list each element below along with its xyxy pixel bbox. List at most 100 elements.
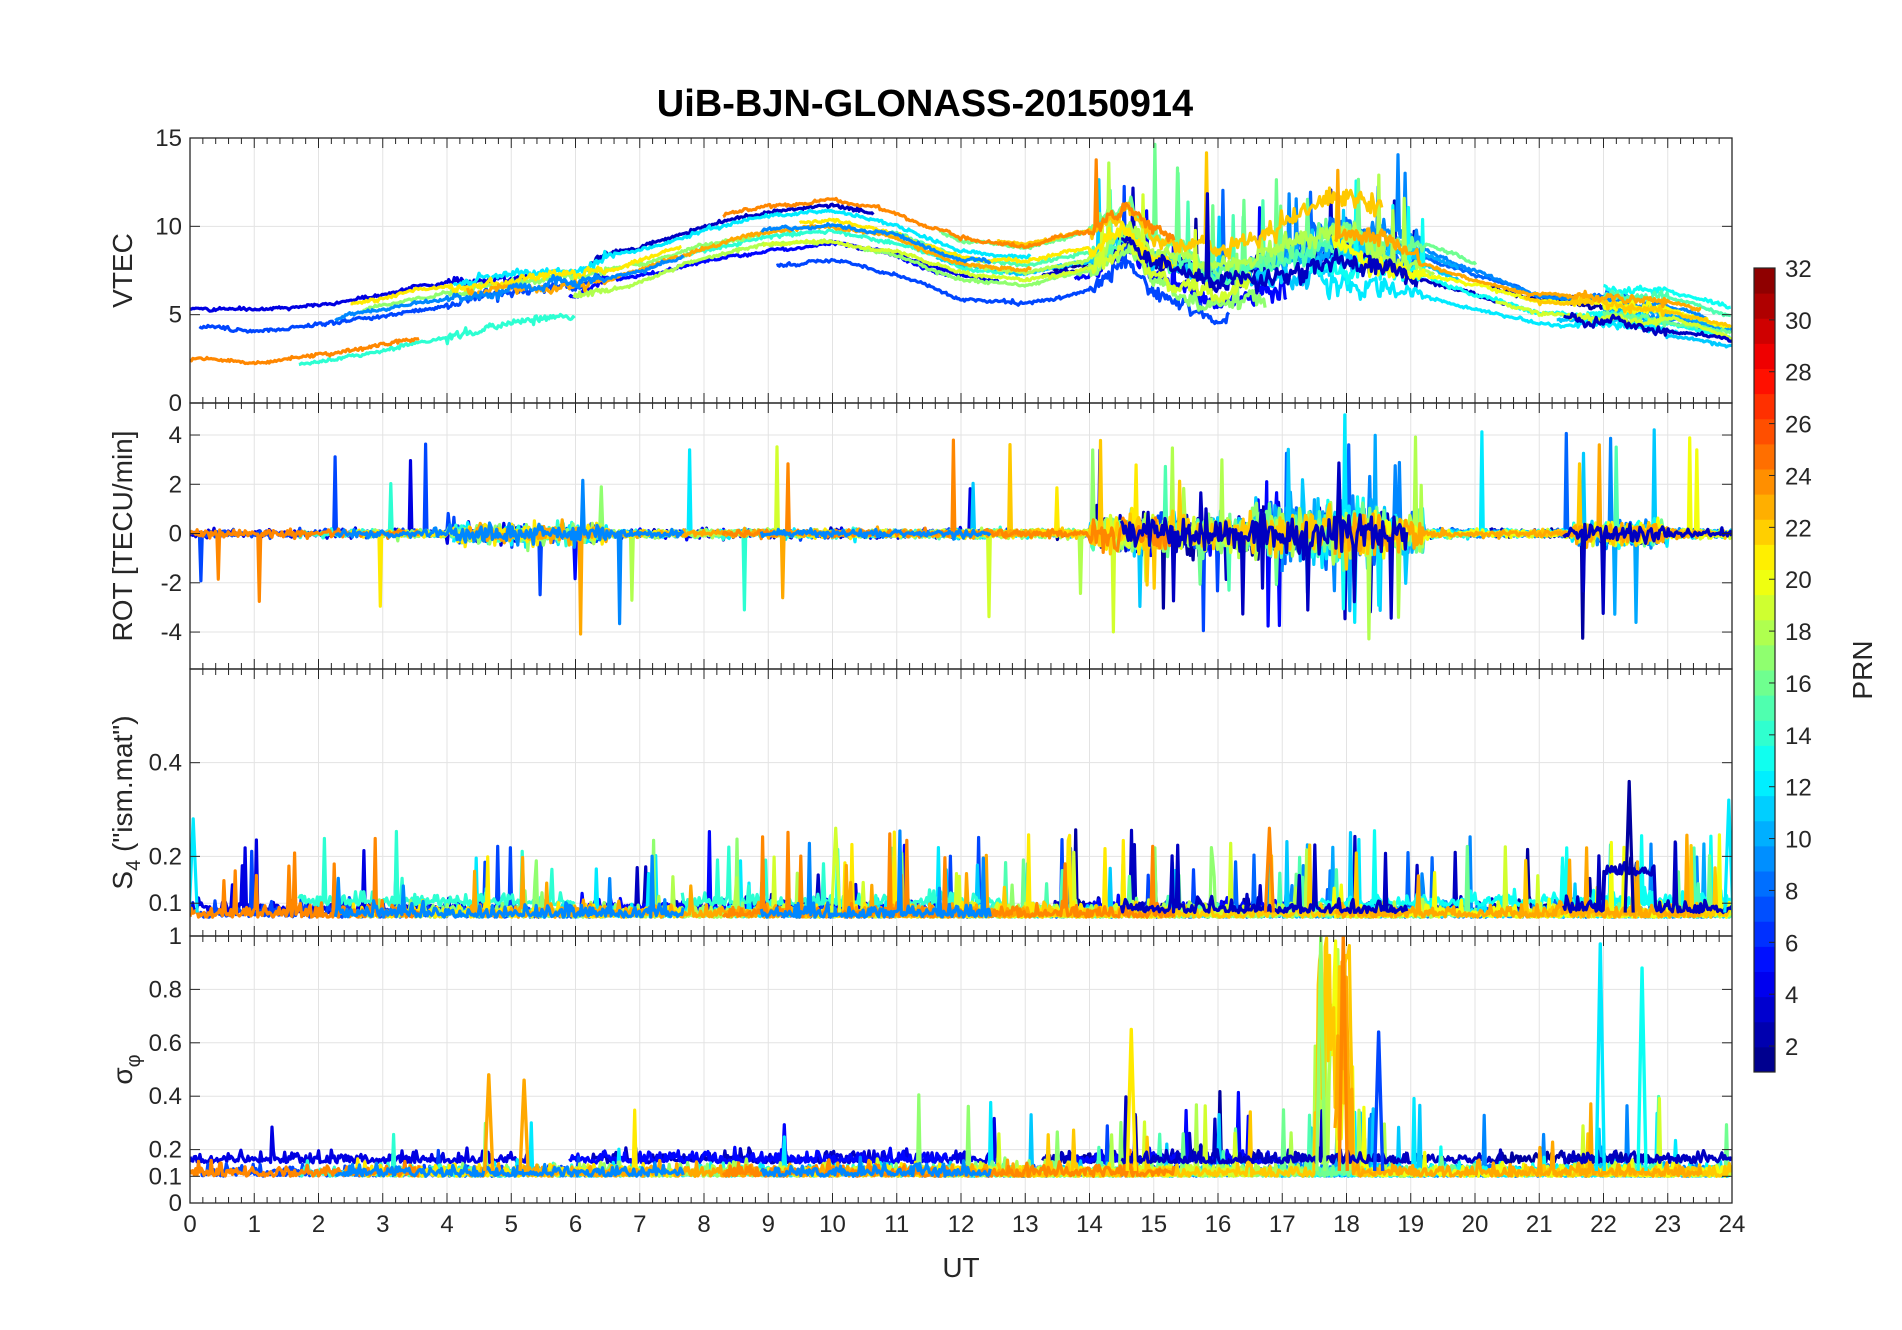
xtick-label: 3 bbox=[376, 1211, 389, 1238]
sigma_phi-ylabel: σφ bbox=[107, 1054, 145, 1084]
rot-ytick-label: -4 bbox=[161, 619, 182, 646]
colorbar-tick-label: 14 bbox=[1785, 723, 1812, 750]
rot-ylabel: ROT [TECU/min] bbox=[107, 430, 138, 641]
colorbar-swatch bbox=[1754, 418, 1775, 445]
vtec-series-36 bbox=[350, 244, 682, 306]
sigma_phi-ytick-label: 0 bbox=[169, 1190, 182, 1217]
vtec-ylabel: VTEC bbox=[107, 233, 138, 308]
xtick-label: 24 bbox=[1719, 1211, 1746, 1238]
colorbar-swatch bbox=[1754, 569, 1775, 596]
s4-series-41 bbox=[1334, 833, 1703, 919]
colorbar-swatch bbox=[1754, 695, 1775, 721]
vtec-series-46 bbox=[334, 254, 685, 322]
vtec-series-41 bbox=[1333, 168, 1702, 313]
colorbar-swatch bbox=[1754, 393, 1775, 420]
s4-spike-3 bbox=[1263, 826, 1275, 913]
colorbar-swatch bbox=[1754, 1021, 1775, 1048]
xtick-label: 19 bbox=[1397, 1211, 1424, 1238]
sigma_phi-series-45 bbox=[1562, 1148, 1732, 1165]
rot-series-45 bbox=[1562, 522, 1732, 616]
colorbar-label: PRN bbox=[1847, 640, 1878, 699]
sigma-spike-5 bbox=[1372, 1030, 1385, 1172]
colorbar-tick-label: 8 bbox=[1785, 878, 1798, 905]
sigma_phi-y-ticks: 00.10.2 0.4 0.6 0.8 1 bbox=[149, 923, 1732, 1217]
colorbar-tick-label: 6 bbox=[1785, 930, 1798, 957]
x-axis-label: UT bbox=[942, 1252, 979, 1283]
vtec-x-ticks bbox=[189, 138, 1733, 403]
s4-series-45 bbox=[1562, 840, 1732, 915]
rot-ytick-label: -2 bbox=[161, 570, 182, 597]
sigma-spike-6 bbox=[1594, 942, 1606, 1171]
colorbar-swatch bbox=[1754, 946, 1775, 972]
rot-ytick-label: 2 bbox=[169, 471, 182, 498]
colorbar-swatch bbox=[1754, 921, 1775, 947]
vtec-traces bbox=[190, 142, 1732, 367]
colorbar-swatch bbox=[1754, 720, 1775, 746]
colorbar-tick-label: 28 bbox=[1785, 360, 1812, 387]
vtec-ytick-label: 10 bbox=[155, 213, 182, 240]
colorbar-swatch bbox=[1754, 845, 1775, 872]
sigma_phi-series-47 bbox=[759, 1155, 992, 1178]
xtick-label: 15 bbox=[1140, 1211, 1167, 1238]
xtick-label: 8 bbox=[697, 1211, 710, 1238]
colorbar-swatch bbox=[1754, 318, 1775, 344]
rot-x-ticks bbox=[189, 403, 1733, 669]
colorbar-swatch bbox=[1754, 770, 1775, 797]
colorbar-swatch bbox=[1754, 519, 1775, 545]
sigma-spike-4 bbox=[1337, 936, 1349, 1171]
sigma_phi-series-46 bbox=[334, 1161, 685, 1178]
colorbar-swatch bbox=[1754, 544, 1775, 570]
xtick-label: 5 bbox=[505, 1211, 518, 1238]
vtec-series-9 bbox=[775, 184, 1231, 326]
colorbar-swatch bbox=[1754, 293, 1775, 319]
rot-y-ticks: -4 -2 0 2 4 bbox=[161, 422, 1732, 646]
vtec-series-25 bbox=[1602, 289, 1731, 318]
xtick-label: 10 bbox=[819, 1211, 846, 1238]
vtec-series-43 bbox=[722, 158, 1176, 249]
sigma_phi-ytick-label: 0.4 bbox=[149, 1083, 182, 1110]
sigma-spike-7 bbox=[1636, 966, 1648, 1171]
rot-ytick-label: 4 bbox=[169, 422, 182, 449]
colorbar-tick-label: 24 bbox=[1785, 463, 1812, 490]
colorbar-swatch bbox=[1754, 896, 1775, 922]
xtick-label: 13 bbox=[1012, 1211, 1039, 1238]
sigma_phi-ytick-label: 0.8 bbox=[149, 976, 182, 1003]
xtick-label: 23 bbox=[1654, 1211, 1681, 1238]
sigma_phi-x-ticks bbox=[189, 936, 1733, 1203]
sigma_phi-series-35 bbox=[1602, 1160, 1732, 1178]
panel-sigma_phi: 00.10.2 0.4 0.6 0.8 1 σφ bbox=[107, 923, 1733, 1217]
sigma-spike-1 bbox=[518, 1078, 530, 1172]
colorbar-tick-label: 12 bbox=[1785, 775, 1812, 802]
xtick-label: 4 bbox=[440, 1211, 453, 1238]
colorbar-swatch bbox=[1754, 871, 1775, 897]
colorbar-swatch bbox=[1754, 670, 1775, 696]
vtec-ytick-label: 15 bbox=[155, 125, 182, 152]
s4-ytick-label: 0.2 bbox=[149, 843, 182, 870]
vtec-ytick-label: 5 bbox=[169, 302, 182, 329]
vtec-ytick-label: 0 bbox=[169, 390, 182, 417]
xtick-label: 14 bbox=[1076, 1211, 1103, 1238]
colorbar-swatch bbox=[1754, 795, 1775, 822]
chart-title: UiB-BJN-GLONASS-20150914 bbox=[657, 83, 1193, 125]
colorbar-swatch bbox=[1754, 268, 1775, 294]
colorbar-tick-label: 18 bbox=[1785, 619, 1812, 646]
colorbar-tick-label: 2 bbox=[1785, 1034, 1798, 1061]
x-axis: 0 1 2 3 4 5 6 7 8 9 10 11 12 13 14 15 16 17 18 19 20 21 22 23 24… bbox=[183, 1211, 1745, 1283]
sigma_phi-ytick-label: 0.1 bbox=[149, 1163, 182, 1190]
sigma_phi-ytick-label: 1 bbox=[169, 923, 182, 950]
colorbar-swatch bbox=[1754, 594, 1775, 621]
colorbar-swatch bbox=[1754, 971, 1775, 998]
vtec-y-ticks: 0 5 10 15 bbox=[155, 125, 1732, 417]
s4-y-ticks: 0.1 0.2 0.4 bbox=[149, 750, 1732, 917]
sigma_phi-series-4 bbox=[190, 1125, 530, 1165]
xtick-label: 6 bbox=[569, 1211, 582, 1238]
colorbar-tick-label: 20 bbox=[1785, 567, 1812, 594]
sigma-spike-3 bbox=[1315, 936, 1327, 1171]
xtick-label: 21 bbox=[1526, 1211, 1553, 1238]
colorbar-tick-label: 22 bbox=[1785, 515, 1812, 542]
rot-series-47 bbox=[759, 527, 992, 541]
sigma-spike-2 bbox=[1125, 1027, 1137, 1172]
xtick-label: 18 bbox=[1333, 1211, 1360, 1238]
